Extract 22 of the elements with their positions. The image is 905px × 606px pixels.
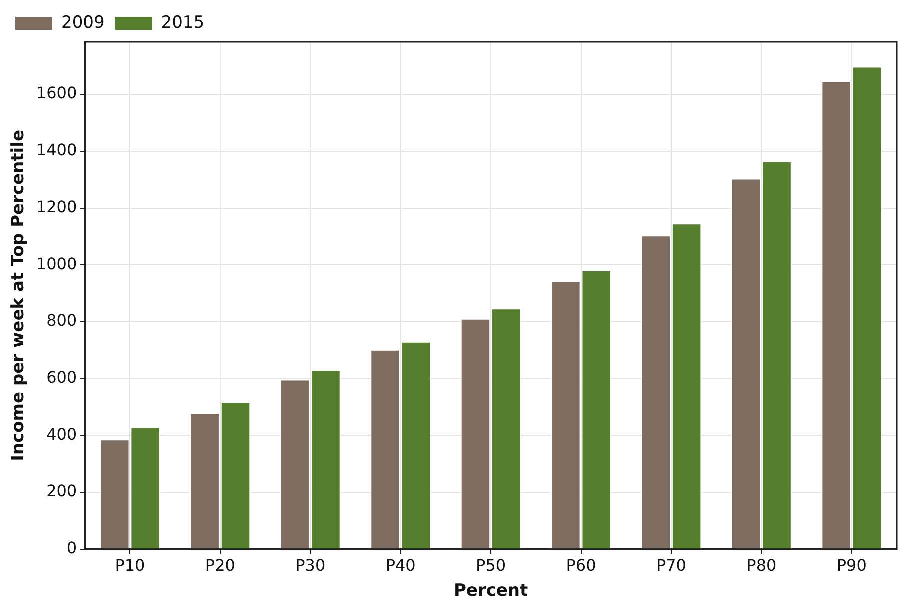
y-tick-label: 0	[66, 538, 78, 558]
x-tick-label: P40	[386, 556, 416, 576]
y-tick-label: 400	[46, 424, 78, 444]
legend-label: 2009	[62, 12, 105, 33]
y-tick-label: 600	[46, 368, 78, 387]
y-tick-label: 1200	[36, 197, 78, 216]
x-tick-label: P90	[836, 556, 867, 576]
y-axis-title: Income per week at Top Percentile	[8, 130, 29, 462]
y-tick-label: 800	[46, 311, 78, 330]
x-tick-label: P20	[205, 556, 236, 576]
legend-label: 2015	[161, 12, 205, 33]
y-tick-label: 1600	[36, 84, 78, 103]
y-tick-label: 1000	[36, 254, 78, 274]
y-tick-label: 1400	[36, 140, 78, 160]
x-tick-label: P50	[476, 556, 506, 576]
x-tick-label: P80	[746, 556, 777, 576]
y-tick-label: 200	[46, 482, 78, 501]
x-tick-label: P70	[656, 556, 686, 576]
x-tick-label: P60	[566, 556, 596, 576]
x-tick-label: P10	[115, 556, 146, 576]
x-tick-label: P30	[296, 556, 326, 576]
x-axis-title: Percent	[454, 581, 528, 602]
